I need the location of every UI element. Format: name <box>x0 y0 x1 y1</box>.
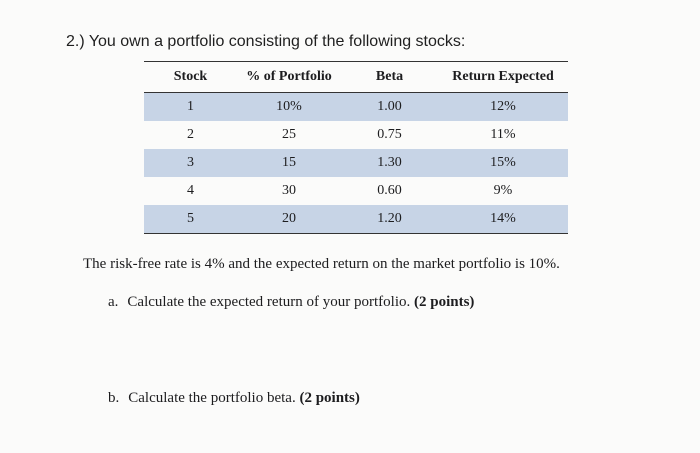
table-row: 5 20 1.20 14% <box>144 205 568 234</box>
part-b-letter: b. <box>108 390 120 406</box>
part-b-text: Calculate the portfolio beta. <box>128 390 296 406</box>
table-row: 2 25 0.75 11% <box>144 121 568 149</box>
cell-stock: 5 <box>144 205 237 234</box>
part-b-points: (2 points) <box>299 390 360 406</box>
cell-return: 14% <box>438 205 568 234</box>
table-row: 3 15 1.30 15% <box>144 149 568 177</box>
cell-return: 9% <box>493 183 513 198</box>
cell-percent: 10% <box>237 92 341 121</box>
part-a-points: (2 points) <box>413 294 475 310</box>
header-stock: Stock <box>144 61 237 93</box>
cell-percent: 20 <box>237 205 341 234</box>
cell-beta: 1.00 <box>341 92 438 121</box>
cell-return: 11% <box>490 127 516 142</box>
table-header-row: Stock % of Portfolio Beta Return Expecte… <box>144 61 568 93</box>
cell-return: 15% <box>438 149 568 177</box>
question-title: 2.) You own a portfolio consisting of th… <box>66 33 466 50</box>
cell-beta: 1.30 <box>341 149 438 177</box>
header-percent-of-portfolio: % of Portfolio <box>237 61 341 93</box>
part-a-text: Calculate the expected return of your po… <box>127 294 411 310</box>
cell-return: 12% <box>438 92 568 121</box>
cell-stock: 1 <box>144 92 237 121</box>
part-a: a. Calculate the expected return of your … <box>108 294 474 311</box>
cell-stock: 2 <box>187 127 194 142</box>
cell-percent: 15 <box>237 149 341 177</box>
cell-stock: 3 <box>144 149 237 177</box>
header-beta: Beta <box>341 61 438 93</box>
cell-percent: 25 <box>282 127 296 142</box>
part-b: b. Calculate the portfolio beta. (2 point… <box>108 390 360 407</box>
cell-beta: 0.60 <box>377 183 402 198</box>
table-row: 1 10% 1.00 12% <box>144 92 568 121</box>
table-row: 4 30 0.60 9% <box>144 177 568 205</box>
cell-stock: 4 <box>187 183 194 198</box>
stocks-table: Stock % of Portfolio Beta Return Expecte… <box>144 61 568 234</box>
cell-beta: 1.20 <box>341 205 438 234</box>
cell-beta: 0.75 <box>377 127 402 142</box>
risk-free-rate-info: The risk-free rate is 4% and the expecte… <box>83 256 560 272</box>
header-return-expected: Return Expected <box>438 61 568 93</box>
part-a-letter: a. <box>108 294 119 310</box>
cell-percent: 30 <box>282 183 296 198</box>
